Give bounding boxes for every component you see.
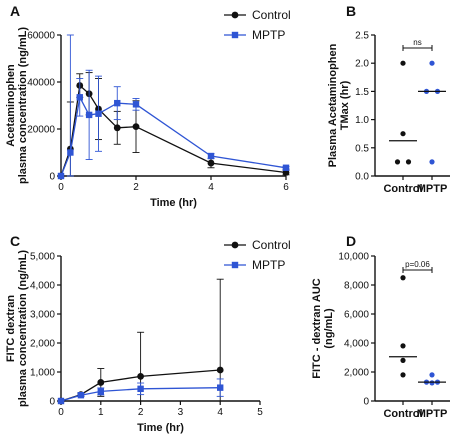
panel-label: D [346, 233, 356, 249]
data-point-mptp [57, 397, 65, 405]
y-tick-label: 2.5 [355, 31, 369, 42]
y-tick-label: 1.0 [355, 115, 369, 126]
legend-label: Control [252, 8, 291, 22]
y-tick-label: 6,000 [344, 310, 369, 321]
y-axis-label: FITC dextranplasma concentration (ng/mL) [5, 250, 29, 407]
x-tick-label: 3 [178, 407, 184, 418]
data-point-control [394, 159, 401, 165]
data-point-control [400, 131, 406, 137]
data-point-mptp [207, 152, 215, 160]
y-tick-label: 0 [363, 397, 369, 408]
y-axis-label-line: plasma concentration (ng/mL) [17, 250, 29, 407]
data-point-mptp [429, 372, 435, 378]
data-point-mptp [97, 388, 104, 395]
data-point-mptp [429, 159, 435, 165]
data-point-mptp [137, 385, 144, 393]
y-tick-label: 0.0 [355, 172, 369, 183]
y-axis-label-line: Plasma Acetaminophen [327, 43, 339, 167]
x-tick-label: Control [383, 408, 422, 420]
data-point-mptp [57, 172, 65, 180]
x-tick-label: 2 [138, 407, 144, 418]
y-tick-label: 20000 [27, 125, 55, 136]
y-tick-label: 40000 [27, 78, 55, 89]
data-point-control [137, 372, 145, 380]
data-point-control [97, 379, 105, 386]
data-point-control [400, 343, 406, 349]
data-point-mptp [76, 94, 83, 101]
significance-annotation: ns [413, 38, 421, 47]
y-tick-label: 3,000 [30, 310, 55, 321]
data-point-mptp [282, 164, 290, 171]
legend-label: MPTP [252, 258, 285, 272]
data-point-mptp [114, 99, 121, 107]
y-tick-label: 0.5 [355, 143, 369, 154]
y-axis-label: Plasma AcetaminophenTMax (hr) [327, 43, 351, 167]
data-point-control [400, 60, 406, 66]
y-axis-label-line: FITC - dextran AUC [311, 278, 323, 378]
data-point-mptp [77, 392, 85, 399]
x-tick-label: 0 [58, 407, 64, 418]
x-axis-label: Time (hr) [137, 422, 184, 434]
y-tick-label: 4,000 [30, 281, 55, 292]
legend-marker [231, 31, 239, 39]
y-tick-label: 0 [49, 172, 55, 183]
y-tick-label: 8,000 [344, 281, 369, 292]
x-tick-label: 6 [283, 182, 289, 193]
data-point-control [216, 366, 224, 374]
data-point-control [132, 123, 140, 131]
y-tick-label: 10,000 [338, 252, 369, 263]
data-point-control [400, 357, 406, 363]
y-tick-label: 2,000 [344, 368, 369, 379]
y-tick-label: 5,000 [30, 252, 55, 263]
y-tick-label: 2,000 [30, 339, 55, 350]
y-axis-label-line: Acetaminophen [5, 64, 17, 147]
data-point-mptp [217, 384, 224, 391]
panel-label: B [346, 3, 356, 19]
y-tick-label: 2.0 [355, 59, 369, 70]
legend-label: MPTP [252, 28, 285, 42]
data-point-control [113, 124, 121, 132]
y-tick-label: 1,000 [30, 368, 55, 379]
data-point-control [400, 372, 406, 378]
x-tick-label: 2 [133, 182, 139, 193]
y-axis-label: Acetaminophenplasma concentration (ng/mL… [5, 27, 29, 184]
panel-label: A [10, 3, 20, 19]
y-tick-label: 1.5 [355, 87, 369, 98]
x-tick-label: 5 [257, 407, 263, 418]
data-point-control [400, 275, 406, 281]
data-point-mptp [429, 380, 435, 386]
y-axis-label-line: plasma concentration (ng/mL) [17, 27, 29, 184]
data-point-mptp [85, 111, 93, 119]
significance-annotation: p=0.06 [405, 260, 430, 269]
data-point-mptp [132, 101, 140, 108]
legend-marker [231, 241, 239, 249]
data-point-control [405, 159, 412, 165]
x-tick-label: Control [383, 183, 422, 195]
x-tick-label: 0 [58, 182, 64, 193]
x-tick-label: 1 [98, 407, 104, 418]
x-tick-label: MPTP [417, 408, 448, 420]
y-axis-label-line: (ng/mL) [323, 308, 335, 349]
y-axis-label: FITC - dextran AUC(ng/mL) [311, 278, 335, 378]
data-point-mptp [67, 149, 74, 156]
y-axis-label-line: TMax (hr) [339, 80, 351, 130]
legend-label: Control [252, 238, 291, 252]
y-tick-label: 4,000 [344, 339, 369, 350]
y-tick-label: 0 [49, 397, 55, 408]
y-axis-label-line: FITC dextran [5, 295, 17, 363]
data-point-control [207, 159, 215, 167]
x-tick-label: 4 [208, 182, 214, 193]
x-tick-label: 4 [217, 407, 223, 418]
data-point-mptp [95, 110, 102, 117]
legend-marker [231, 261, 239, 269]
y-tick-label: 60000 [27, 31, 55, 42]
x-axis-label: Time (hr) [150, 197, 197, 209]
panel-label: C [10, 233, 20, 249]
x-tick-label: MPTP [417, 183, 448, 195]
series-line-mptp [60, 95, 287, 177]
data-point-mptp [429, 60, 435, 66]
legend-marker [231, 11, 239, 19]
